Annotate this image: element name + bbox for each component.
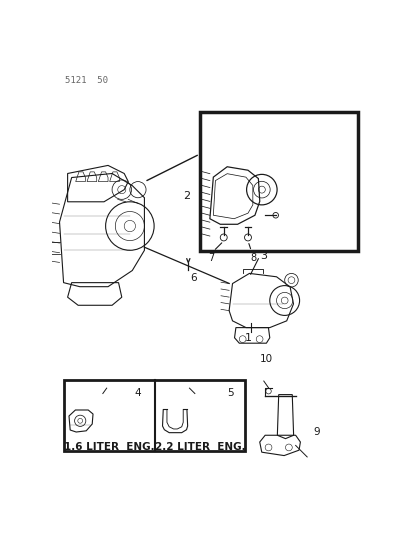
Bar [200, 112, 358, 251]
Bar [64, 381, 245, 451]
Text: 4: 4 [134, 388, 141, 398]
Text: 2.2 LITER  ENG.: 2.2 LITER ENG. [155, 442, 245, 452]
Text: 9: 9 [314, 427, 320, 437]
Text: 3: 3 [260, 252, 267, 262]
Text: 2: 2 [183, 191, 190, 200]
Text: 5121  50: 5121 50 [64, 76, 108, 85]
Text: 8: 8 [251, 253, 257, 263]
Text: 5: 5 [227, 388, 234, 398]
Text: 6: 6 [191, 273, 197, 282]
Text: 1.6 LITER  ENG.: 1.6 LITER ENG. [64, 442, 155, 452]
Text: 7: 7 [208, 253, 214, 263]
Text: 10: 10 [260, 354, 273, 364]
Text: 1: 1 [245, 334, 252, 343]
